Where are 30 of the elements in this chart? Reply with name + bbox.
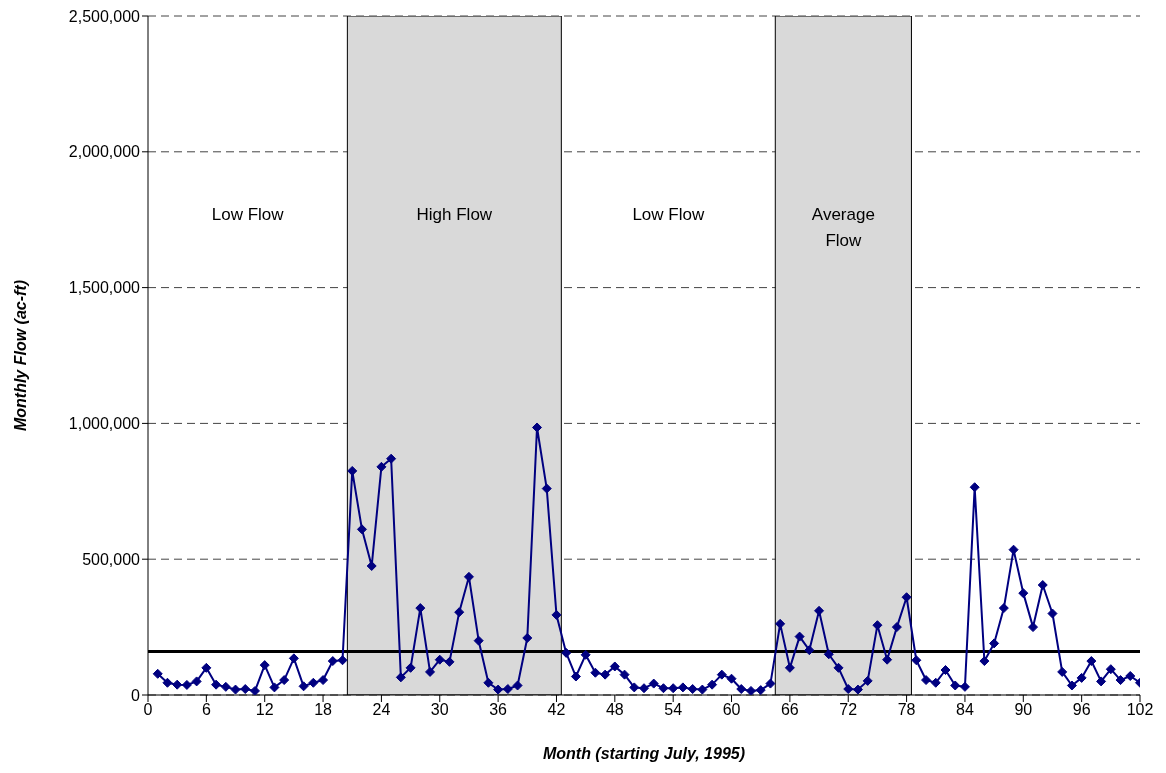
x-tick-label: 18 [314,701,333,719]
y-tick-label: 2,500,000 [68,7,141,25]
annotation: Low Flow [632,204,705,224]
x-tick-label: 36 [489,701,508,719]
y-tick-label: 1,500,000 [68,279,141,297]
x-tick-label: 42 [547,701,566,719]
x-tick-label: 102 [1126,701,1154,719]
y-tick-label: 2,000,000 [68,143,141,161]
x-tick-label: 6 [201,701,211,719]
x-tick-label: 78 [897,701,916,719]
y-tick-label: 1,000,000 [68,415,141,433]
y-tick-label: 500,000 [82,550,141,568]
x-tick-label: 90 [1014,701,1033,719]
y-tick-label: 0 [131,686,141,704]
x-tick-label: 96 [1072,701,1091,719]
x-tick-label: 66 [780,701,799,719]
x-tick-label: 54 [664,701,683,719]
y-axis-title: Monthly Flow (ac-ft) [11,279,29,432]
band-label: Average Flow [811,204,875,250]
x-axis-title: Month (starting July, 1995) [542,745,746,762]
x-tick-label: 60 [722,701,741,719]
x-tick-label: 12 [255,701,274,719]
x-tick-label: 48 [605,701,624,719]
x-tick-label: 0 [143,701,153,719]
x-tick-label: 24 [372,701,391,719]
x-tick-label: 72 [839,701,858,719]
band-label: High Flow [416,204,493,224]
x-tick-label: 30 [430,701,449,719]
x-tick-label: 84 [956,701,974,719]
annotation: Low Flow [211,204,285,224]
